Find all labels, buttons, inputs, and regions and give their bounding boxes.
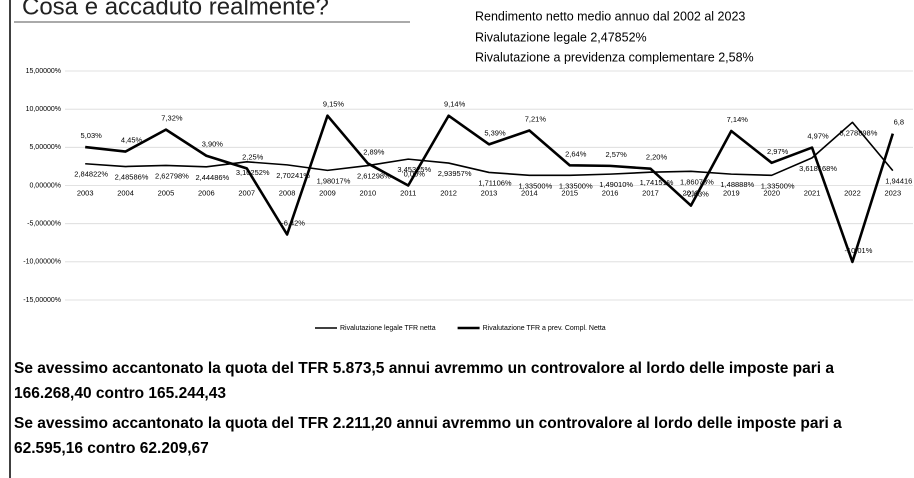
- data-label: 7,32%: [161, 114, 183, 123]
- data-label: 1,33500%: [761, 181, 795, 190]
- data-label: 2,84822%: [74, 170, 108, 179]
- y-tick-label: 5,00000%: [29, 144, 61, 151]
- x-tick-label: 2010: [360, 188, 377, 197]
- x-tick-label: 2013: [481, 188, 498, 197]
- data-label: 1,98017%: [317, 176, 351, 185]
- slide-title: Cosa è accaduto realmente?: [22, 0, 329, 20]
- x-tick-label: 2005: [158, 188, 175, 197]
- x-tick-label: 2022: [844, 188, 861, 197]
- data-label: 5,03%: [81, 131, 103, 140]
- data-label: -2,63%: [685, 190, 709, 199]
- x-tick-label: 2012: [440, 188, 457, 197]
- data-label: 8,278898%: [839, 128, 877, 137]
- data-label: 1,48888%: [720, 180, 754, 189]
- x-tick-label: 2007: [238, 188, 255, 197]
- data-label: 2,57%: [606, 150, 628, 159]
- data-label: 2,62798%: [155, 171, 189, 180]
- data-label: 2,89%: [363, 147, 385, 156]
- data-label: 1,71106%: [478, 178, 512, 187]
- data-label: 3,90%: [202, 140, 224, 149]
- x-tick-label: 2003: [77, 188, 94, 197]
- data-label: 2,25%: [242, 152, 264, 161]
- x-tick-label: 2020: [763, 188, 780, 197]
- data-label: -10,01%: [844, 246, 872, 255]
- series-line: [85, 114, 895, 264]
- x-tick-label: 2018: [683, 188, 700, 197]
- x-tick-label: 2011: [400, 188, 416, 197]
- x-tick-label: 2019: [723, 188, 740, 197]
- x-tick-label: 2015: [561, 188, 578, 197]
- data-label: 9,14%: [444, 100, 466, 109]
- paragraph: Se avessimo accantonato la quota del TFR…: [14, 360, 835, 402]
- data-label: 7,14%: [727, 115, 749, 124]
- data-label: 1,33500%: [518, 181, 552, 190]
- data-label: 2,93957%: [438, 169, 472, 178]
- data-label: 2,97%: [767, 147, 789, 156]
- data-label: 3,10252%: [236, 168, 270, 177]
- data-label: 2,64%: [565, 149, 587, 158]
- data-label: 1,94416: [885, 177, 912, 186]
- y-tick-label: -10,00000%: [23, 259, 61, 266]
- data-label: 2,70241%: [276, 171, 310, 180]
- data-label: 1,74151%: [640, 178, 674, 187]
- data-label: 4,97%: [807, 132, 829, 141]
- note: Rivalutazione a previdenza complementare…: [475, 50, 754, 64]
- data-label: 5,39%: [484, 128, 506, 137]
- data-label: 1,86073%: [680, 177, 714, 186]
- data-label: 1,33500%: [559, 181, 593, 190]
- data-label: 4,45%: [121, 136, 143, 145]
- data-label: 2,61298%: [357, 172, 391, 181]
- data-label: 0,00%: [404, 169, 426, 178]
- x-tick-label: 2004: [117, 188, 134, 197]
- data-label: -6,42%: [281, 218, 305, 227]
- x-tick-label: 2006: [198, 188, 215, 197]
- x-tick-label: 2023: [884, 188, 901, 197]
- legend-label: Rivalutazione TFR a prev. Compl. Netta: [483, 325, 606, 332]
- x-tick-label: 2016: [602, 188, 619, 197]
- x-tick-label: 2009: [319, 188, 336, 197]
- x-tick-label: 2014: [521, 188, 538, 197]
- y-tick-label: 15,00000%: [26, 68, 61, 75]
- x-tick-label: 2021: [804, 188, 821, 197]
- y-tick-label: 10,00000%: [26, 106, 61, 113]
- data-label: 2,44486%: [195, 173, 229, 182]
- x-tick-label: 2017: [642, 188, 659, 197]
- series-line: [85, 121, 894, 177]
- data-label: 2,48586%: [115, 173, 149, 182]
- legend-label: Rivalutazione legale TFR netta: [340, 325, 436, 332]
- data-label: 2,20%: [646, 153, 668, 162]
- data-label: 3,45325%: [397, 165, 431, 174]
- data-label: 6,8: [894, 118, 904, 127]
- data-label: 1,49010%: [599, 180, 633, 189]
- y-tick-label: -5,00000%: [27, 221, 61, 228]
- data-label: 7,21%: [525, 114, 547, 123]
- x-tick-label: 2008: [279, 188, 296, 197]
- y-tick-label: -15,00000%: [23, 297, 61, 304]
- paragraph: Se avessimo accantonato la quota del TFR…: [14, 415, 842, 457]
- note: Rivalutazione legale 2,47852%: [475, 30, 647, 44]
- data-label: 9,15%: [323, 100, 345, 109]
- y-tick-label: 0,00000%: [29, 182, 61, 189]
- note: Rendimento netto medio annuo dal 2002 al…: [475, 9, 745, 23]
